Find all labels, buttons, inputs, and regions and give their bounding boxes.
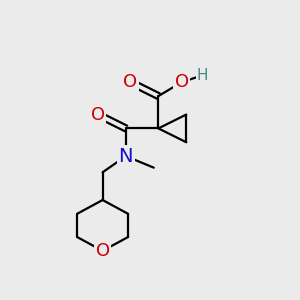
Text: N: N: [118, 147, 133, 166]
Text: H: H: [197, 68, 208, 83]
Text: O: O: [175, 73, 189, 91]
Text: O: O: [91, 106, 105, 124]
Text: O: O: [123, 73, 138, 91]
Text: O: O: [95, 242, 110, 260]
